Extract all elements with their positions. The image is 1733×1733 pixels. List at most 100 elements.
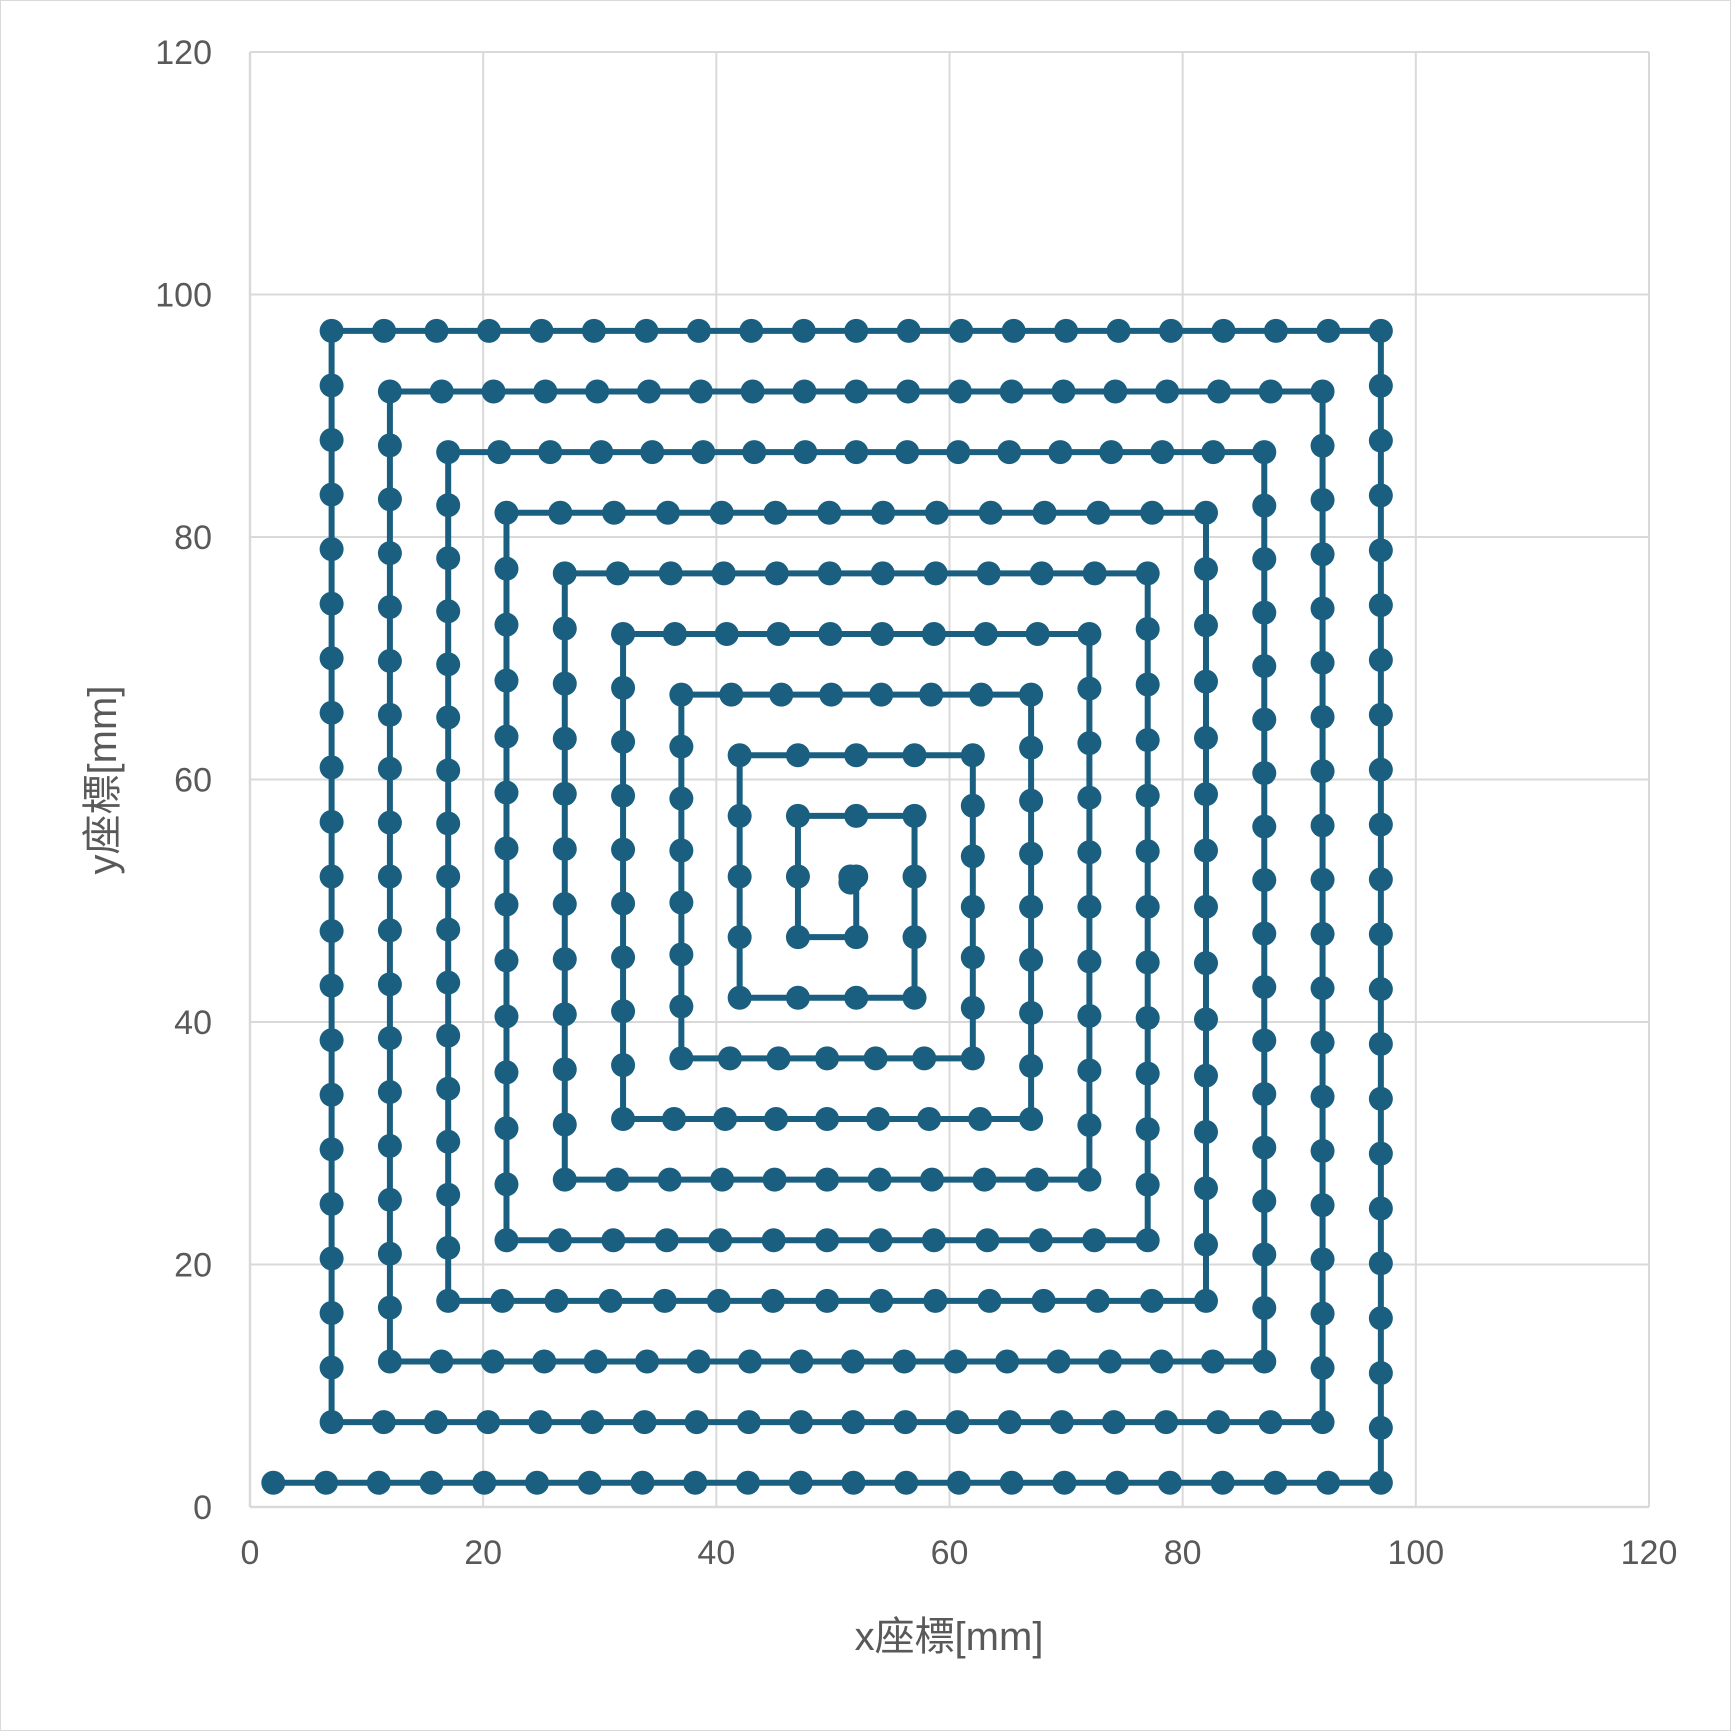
data-point <box>1082 1228 1107 1253</box>
data-point <box>377 1349 402 1374</box>
data-point <box>640 440 665 465</box>
y-axis-title: y座標[mm] <box>81 686 125 875</box>
data-point <box>1155 379 1180 404</box>
data-point <box>490 1288 515 1313</box>
data-point <box>1310 1410 1335 1435</box>
data-point <box>1310 813 1335 838</box>
data-point <box>1077 676 1102 701</box>
data-point <box>727 743 752 768</box>
data-point <box>1252 493 1277 518</box>
data-point <box>1258 379 1283 404</box>
data-point <box>1368 428 1393 453</box>
data-point <box>1032 500 1057 525</box>
data-point <box>976 561 1001 586</box>
data-point <box>377 648 402 673</box>
data-point <box>1252 547 1277 572</box>
data-point <box>652 1288 677 1313</box>
data-point <box>1048 440 1073 465</box>
data-point <box>1368 483 1393 508</box>
data-point <box>1263 318 1288 343</box>
data-point <box>377 1187 402 1212</box>
data-point <box>1252 868 1277 893</box>
data-point <box>436 493 461 518</box>
data-point <box>867 1167 892 1192</box>
data-point <box>319 1137 344 1162</box>
data-point <box>377 487 402 512</box>
data-point <box>763 500 788 525</box>
data-point <box>1024 1167 1049 1192</box>
data-point <box>975 1228 1000 1253</box>
data-point <box>480 1349 505 1374</box>
data-point <box>1019 947 1044 972</box>
data-point <box>1316 318 1341 343</box>
x-tick-labels: 0 20 40 60 80 100 120 <box>241 1534 1678 1572</box>
data-point <box>1077 1058 1102 1083</box>
data-point <box>1206 1410 1231 1435</box>
data-point <box>611 622 636 646</box>
data-point <box>844 440 869 465</box>
data-point <box>1368 373 1393 398</box>
y-tick-label: 40 <box>174 1004 212 1042</box>
data-point <box>684 1410 709 1435</box>
data-point <box>547 1228 572 1253</box>
data-point <box>1193 613 1218 638</box>
data-point <box>1105 1470 1130 1495</box>
y-tick-labels: 0 20 40 60 80 100 120 <box>155 34 212 1527</box>
data-point <box>1135 894 1160 919</box>
data-point <box>917 1107 942 1131</box>
x-tick-label: 80 <box>1164 1534 1202 1572</box>
data-point <box>494 948 519 973</box>
data-point <box>377 1026 402 1051</box>
data-point <box>1077 1167 1102 1192</box>
data-point <box>419 1470 444 1495</box>
data-point <box>319 700 344 725</box>
data-point <box>1099 440 1124 465</box>
data-point <box>1001 318 1026 343</box>
data-point <box>717 1046 742 1071</box>
data-point <box>1135 1228 1160 1253</box>
data-point <box>494 780 519 805</box>
data-point <box>1054 318 1079 343</box>
data-point <box>866 1107 891 1131</box>
data-point <box>436 1235 461 1260</box>
data-point <box>960 945 985 970</box>
data-point <box>871 500 896 525</box>
data-point <box>1310 433 1335 458</box>
data-point <box>1206 379 1231 404</box>
data-point <box>785 925 810 950</box>
data-point <box>377 918 402 943</box>
data-point <box>1031 1288 1056 1313</box>
data-point <box>1082 561 1107 586</box>
data-point <box>577 1470 602 1495</box>
data-point <box>960 793 985 818</box>
data-point <box>1200 1349 1225 1374</box>
data-point <box>760 1288 785 1313</box>
data-point <box>1310 542 1335 567</box>
data-point <box>892 1349 917 1374</box>
data-point <box>1028 1228 1053 1253</box>
data-point <box>494 556 519 581</box>
data-point <box>1368 1470 1393 1495</box>
data-point <box>589 440 614 465</box>
data-point <box>436 705 461 730</box>
data-point <box>377 1080 402 1105</box>
data-point <box>436 811 461 836</box>
data-point <box>635 1349 660 1374</box>
data-point <box>893 1410 918 1435</box>
x-tick-label: 0 <box>241 1534 260 1572</box>
data-point <box>529 318 554 343</box>
data-point <box>785 803 810 828</box>
data-point <box>662 1107 687 1131</box>
data-point <box>634 318 659 343</box>
data-point <box>793 440 818 465</box>
data-point <box>766 622 791 646</box>
data-point <box>319 864 344 889</box>
data-point <box>1135 1117 1160 1142</box>
data-point <box>1252 600 1277 625</box>
data-point <box>819 682 844 707</box>
data-point <box>785 985 810 1010</box>
data-point <box>1310 1084 1335 1109</box>
data-point <box>1252 1028 1277 1053</box>
